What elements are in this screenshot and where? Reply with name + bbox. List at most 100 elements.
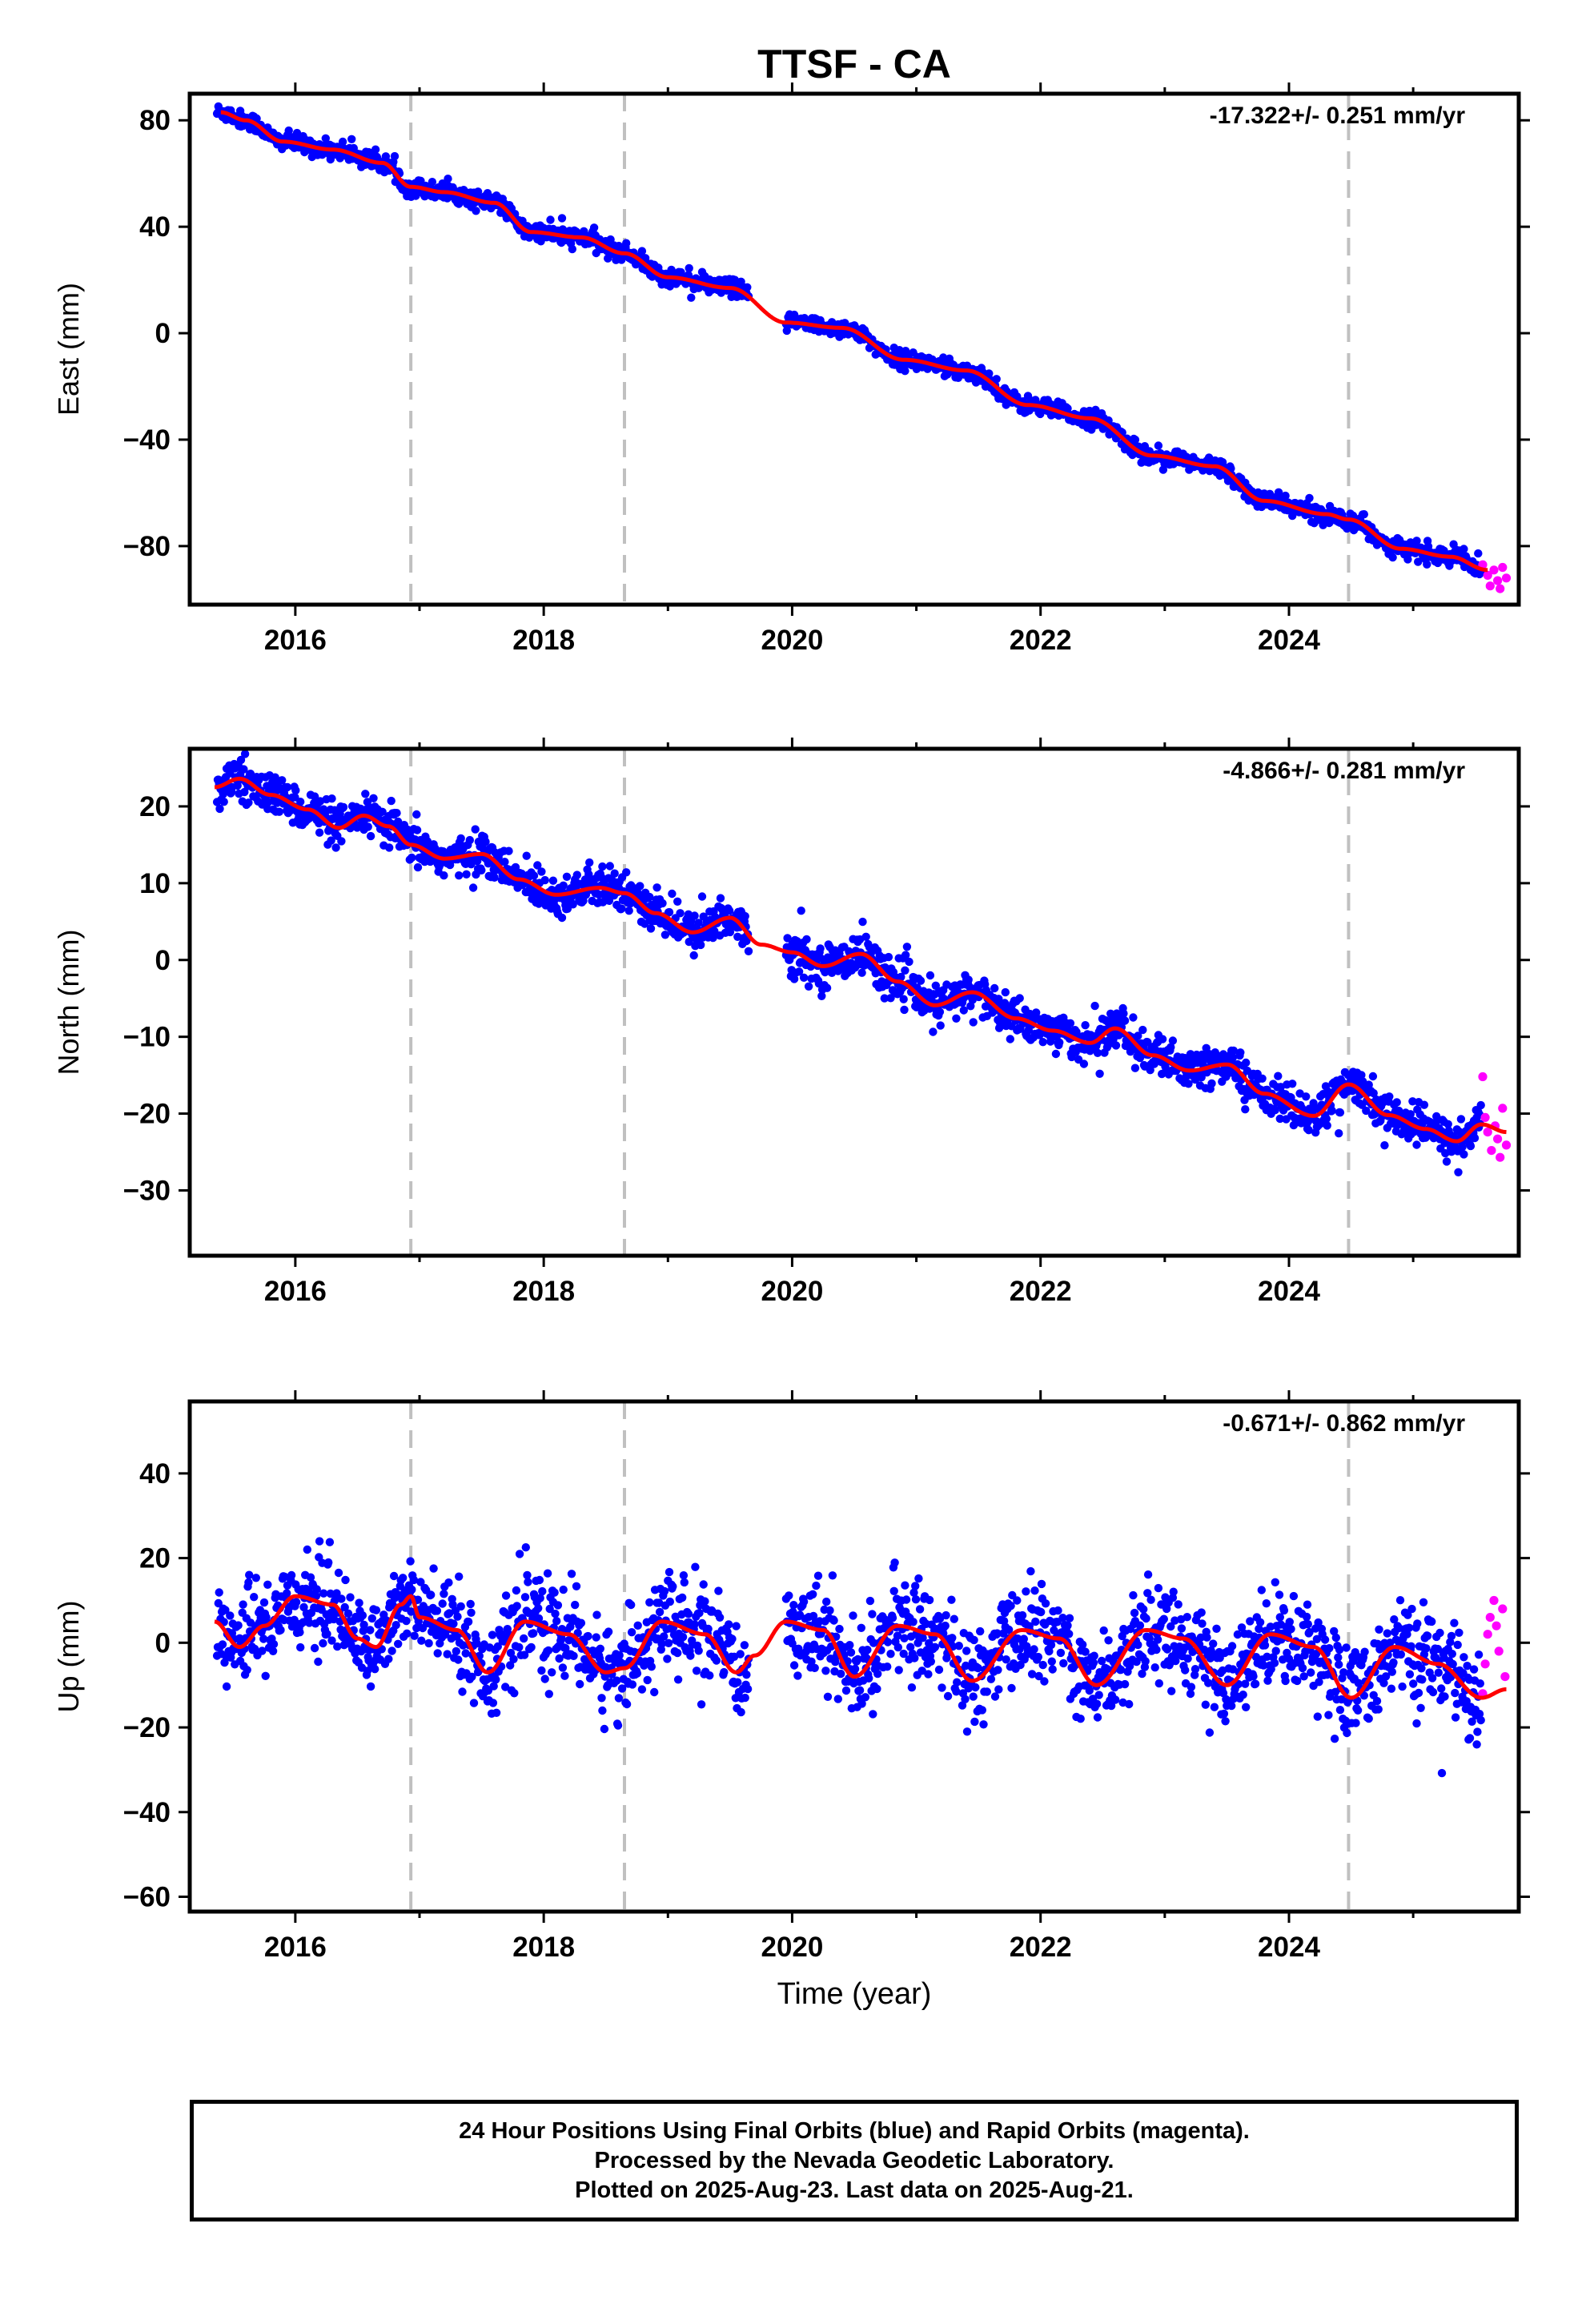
data-point (664, 1638, 673, 1647)
data-point (468, 883, 478, 892)
y-tick-label: 10 (139, 868, 171, 899)
data-point (327, 794, 336, 803)
rapid-point (1489, 565, 1499, 575)
data-point (402, 1616, 411, 1626)
data-point (1076, 1715, 1085, 1723)
data-point (697, 892, 707, 901)
data-point (562, 872, 572, 882)
data-point (488, 1630, 497, 1639)
data-point (269, 1639, 279, 1649)
data-point (1063, 404, 1072, 413)
data-point (325, 1538, 335, 1546)
data-point (802, 935, 811, 944)
data-point (680, 1578, 689, 1587)
data-point (684, 1610, 693, 1618)
data-point (785, 1591, 793, 1600)
data-point (466, 1599, 475, 1609)
data-point (412, 810, 421, 819)
data-point (809, 1590, 817, 1599)
data-point (239, 1600, 247, 1609)
data-point (560, 1671, 569, 1680)
data-point (550, 1588, 559, 1597)
data-point (390, 151, 400, 161)
data-point (548, 1668, 556, 1677)
data-point (888, 1614, 897, 1622)
data-point (427, 1590, 436, 1599)
data-point (690, 911, 699, 920)
data-point (392, 809, 401, 818)
data-point (215, 1588, 223, 1597)
data-point (665, 907, 674, 917)
data-point (543, 1569, 552, 1578)
data-point (821, 1667, 830, 1675)
data-point (615, 1651, 624, 1660)
data-point (234, 1621, 243, 1630)
data-point (1274, 1072, 1283, 1080)
data-point (1079, 1059, 1089, 1068)
data-point (366, 1626, 375, 1634)
data-point (1022, 1587, 1030, 1596)
data-point (334, 1568, 343, 1578)
data-point (901, 966, 909, 975)
data-point (1038, 1038, 1047, 1047)
data-point (291, 793, 299, 802)
data-point (319, 1638, 327, 1648)
data-point (990, 1692, 1000, 1701)
data-point (925, 1595, 934, 1605)
data-point (900, 1005, 909, 1015)
data-point (669, 1582, 677, 1591)
data-point (855, 1686, 865, 1695)
data-point (712, 1656, 721, 1665)
data-point (1111, 1695, 1120, 1704)
data-point (490, 873, 499, 883)
data-point (1207, 1079, 1216, 1088)
data-point (982, 1687, 992, 1696)
rapid-point (1483, 570, 1492, 581)
rapid-orbit-points (1478, 1072, 1512, 1162)
data-point (905, 957, 913, 967)
data-point (665, 1567, 674, 1577)
data-point (701, 1597, 709, 1606)
data-point (899, 995, 908, 1003)
data-point (901, 367, 909, 376)
data-point (222, 1682, 231, 1691)
data-point (598, 1706, 607, 1715)
data-point (1015, 994, 1024, 1003)
data-point (537, 1666, 546, 1675)
data-point (673, 897, 682, 907)
data-point (1034, 1652, 1043, 1662)
data-point (865, 1674, 873, 1683)
data-point (1335, 1108, 1345, 1117)
data-point (828, 1571, 837, 1580)
data-point (557, 913, 567, 923)
data-point (799, 1597, 809, 1606)
data-point (678, 1633, 688, 1642)
data-point (816, 944, 825, 953)
data-point (452, 1647, 460, 1656)
data-point (440, 871, 448, 880)
data-point (544, 1646, 553, 1655)
data-point (622, 1699, 632, 1709)
data-point (926, 971, 935, 980)
data-point (1412, 537, 1421, 545)
data-point (283, 782, 292, 792)
data-point (857, 1623, 866, 1633)
y-tick-label: 0 (155, 318, 171, 349)
data-point (369, 794, 378, 802)
data-point (387, 1647, 396, 1655)
rate-annotation: -17.322+/- 0.251 mm/yr (1210, 103, 1466, 129)
data-point (1419, 1100, 1429, 1109)
rapid-point (1496, 1152, 1505, 1162)
plot-frame (187, 91, 1521, 607)
y-tick-label: −20 (123, 1099, 171, 1130)
x-tick-label: 2016 (264, 1276, 327, 1307)
y-tick-label: 40 (139, 211, 171, 243)
data-point (825, 1606, 834, 1615)
data-point (263, 1580, 272, 1590)
data-point (846, 1648, 856, 1657)
data-point (743, 1684, 753, 1694)
data-point (296, 1642, 305, 1652)
x-tick-label: 2018 (512, 625, 575, 656)
data-point (509, 1655, 518, 1663)
data-point (1460, 545, 1468, 553)
